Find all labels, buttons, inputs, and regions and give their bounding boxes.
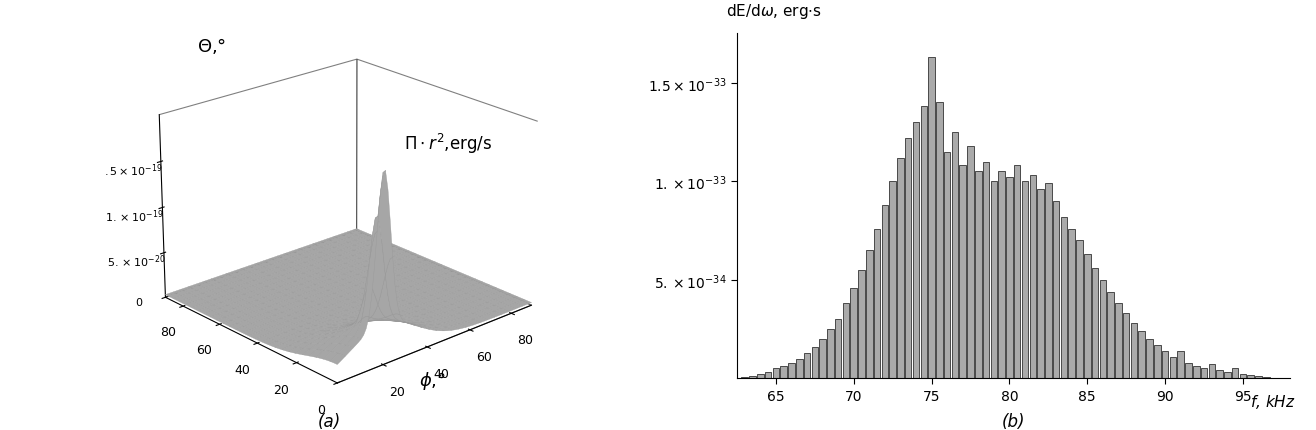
Bar [1255,376,1262,378]
Bar [1130,323,1137,378]
Bar [983,162,990,378]
Text: $f$, kHz: $f$, kHz [1250,392,1295,410]
Bar [834,319,841,378]
Bar [920,107,926,378]
Bar [999,172,1005,378]
Bar [1216,371,1223,378]
Bar [890,182,896,378]
Bar [1178,351,1184,378]
Bar [866,251,873,378]
Bar [928,58,934,378]
Bar [1037,190,1044,378]
Bar [1232,369,1238,378]
Bar [874,229,880,378]
Bar [788,362,795,378]
Bar [1029,176,1036,378]
Bar [1200,369,1207,378]
Bar [1154,345,1161,378]
Text: (a): (a) [317,412,341,430]
Bar [1045,184,1051,378]
Bar [1076,241,1083,378]
Bar [913,123,920,378]
Bar [1013,166,1020,378]
Bar [749,376,755,378]
Bar [828,329,833,378]
Bar [812,347,819,378]
Bar [804,353,811,378]
Bar [1170,357,1177,378]
Bar [1053,202,1059,378]
Bar [1069,229,1075,378]
Bar [1186,362,1192,378]
Text: $\Theta$,°: $\Theta$,° [196,36,226,55]
Bar [1138,331,1145,378]
Bar [944,152,950,378]
Bar [1092,268,1099,378]
Bar [796,359,803,378]
Bar [1007,178,1013,378]
Bar [975,172,982,378]
Bar [991,182,998,378]
Bar [1100,280,1107,378]
Bar [1162,351,1169,378]
Bar [757,375,763,378]
Bar [772,369,779,378]
Bar [1240,375,1246,378]
Bar [820,339,826,378]
Bar [1061,217,1067,378]
Bar [936,103,942,378]
Bar [882,206,888,378]
Bar [1084,255,1091,378]
Bar [898,158,904,378]
Text: $\Pi\cdot r^2$,erg/s: $\Pi\cdot r^2$,erg/s [404,132,492,156]
Bar [850,288,857,378]
Bar [967,147,974,378]
Text: dE/d$\omega$, erg$\cdot$s: dE/d$\omega$, erg$\cdot$s [726,2,822,21]
Bar [1248,375,1254,378]
Bar [1021,182,1028,378]
Bar [1107,292,1113,378]
Bar [842,304,849,378]
Bar [1146,339,1153,378]
Bar [1115,304,1121,378]
Bar [1208,365,1215,378]
Bar [951,133,958,378]
Bar [1123,313,1129,378]
Text: $\phi$,°: $\phi$,° [418,369,446,392]
Bar [1194,367,1199,378]
Text: (b): (b) [1001,412,1025,430]
Bar [858,270,865,378]
Bar [1224,372,1230,378]
Bar [905,138,912,378]
Bar [959,166,966,378]
Bar [765,372,771,378]
Bar [780,367,787,378]
